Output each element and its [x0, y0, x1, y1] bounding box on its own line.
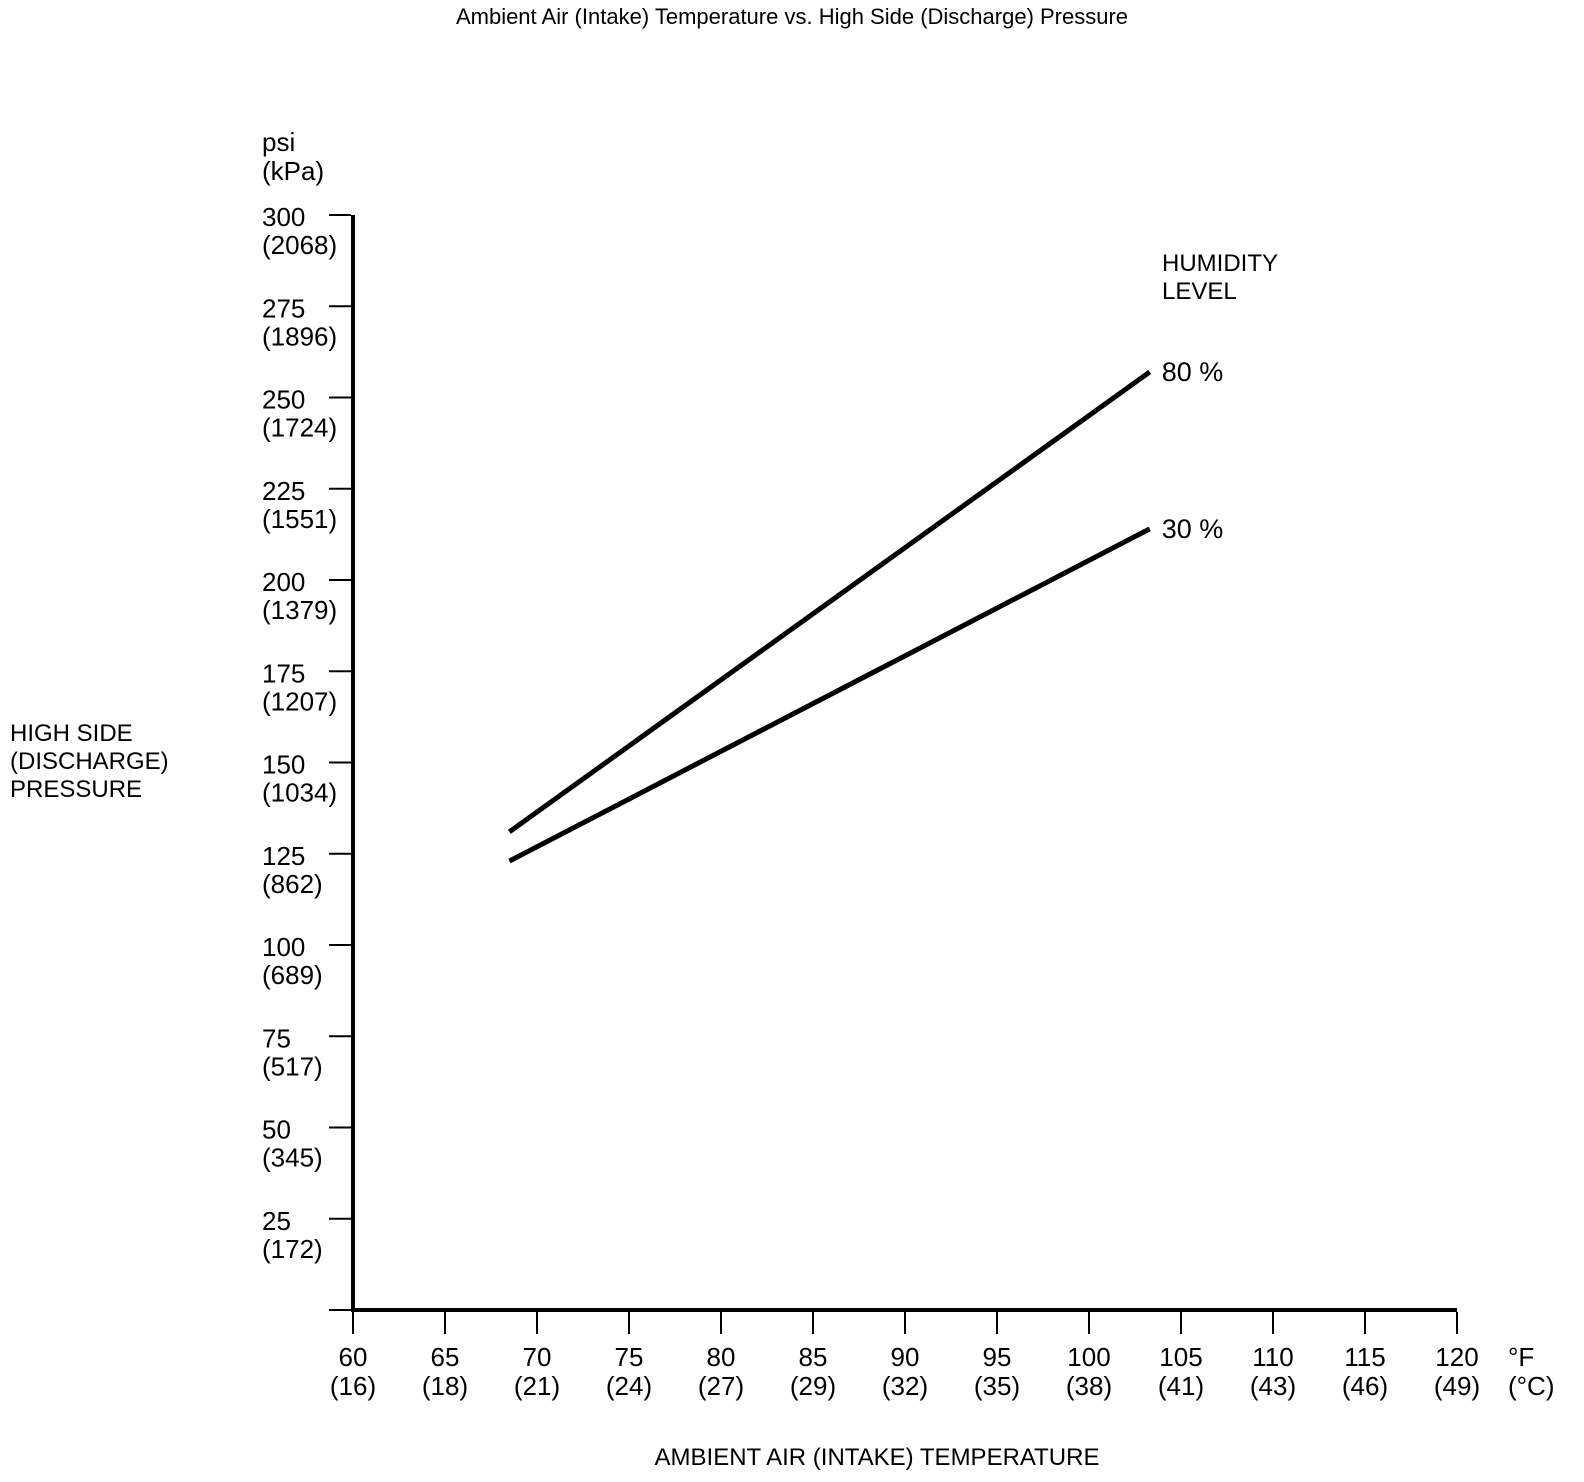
- y-axis-title: HIGH SIDE (DISCHARGE) PRESSURE: [10, 720, 169, 804]
- x-tick-label-f: 120: [1435, 1342, 1478, 1372]
- series-line-30: [508, 526, 1151, 864]
- y-tick-label-kpa: (2068): [262, 230, 337, 260]
- y-tick-label-psi: 200: [262, 567, 305, 597]
- y-axis-title-line3: PRESSURE: [10, 776, 143, 803]
- x-tick-label-f: 85: [799, 1342, 828, 1372]
- y-tick-label-psi: 300: [262, 202, 305, 232]
- x-tick-label-c: (24): [606, 1371, 652, 1401]
- x-tick-label-c: (16): [330, 1371, 376, 1401]
- y-axis-unit-kpa: (kPa): [262, 156, 325, 186]
- x-tick-label-f: 100: [1067, 1342, 1110, 1372]
- y-tick-label-kpa: (1034): [262, 778, 337, 808]
- y-axis-unit-label: psi (kPa): [262, 128, 324, 186]
- y-tick-label-psi: 50: [262, 1115, 291, 1145]
- x-tick-label-c: (41): [1158, 1371, 1204, 1401]
- y-tick-label-kpa: (1379): [262, 595, 337, 625]
- x-tick-label-f: 115: [1344, 1342, 1385, 1372]
- y-tick-label-psi: 100: [262, 932, 305, 962]
- x-axis-title: AMBIENT AIR (INTAKE) TEMPERATURE: [654, 1444, 1100, 1471]
- y-tick-label-psi: 75: [262, 1023, 291, 1053]
- legend-title: HUMIDITY LEVEL: [1162, 250, 1278, 306]
- y-tick-label-psi: 225: [262, 476, 305, 506]
- x-tick-label-f: 90: [891, 1342, 920, 1372]
- y-tick-label-kpa: (517): [262, 1051, 323, 1081]
- x-tick-label-f: 75: [615, 1342, 644, 1372]
- y-tick-label-psi: 150: [262, 750, 305, 780]
- x-tick-label-c: (27): [698, 1371, 744, 1401]
- x-tick-label-f: 80: [707, 1342, 736, 1372]
- x-tick-label-c: (21): [514, 1371, 560, 1401]
- y-tick-label-psi: 250: [262, 385, 305, 415]
- x-tick-label-f: 105: [1159, 1342, 1202, 1372]
- chart-title: Ambient Air (Intake) Temperature vs. Hig…: [455, 4, 1129, 29]
- x-tick-label-c: (49): [1434, 1371, 1480, 1401]
- x-tick-label-c: (18): [422, 1371, 468, 1401]
- y-tick-label-kpa: (1551): [262, 504, 337, 534]
- y-tick-label-psi: 275: [262, 293, 305, 323]
- y-tick-label-kpa: (345): [262, 1143, 323, 1173]
- y-tick-label-kpa: (1724): [262, 413, 337, 443]
- y-axis-unit-psi: psi: [262, 127, 296, 157]
- y-tick-label-psi: 25: [262, 1206, 291, 1236]
- x-tick-label-c: (29): [790, 1371, 836, 1401]
- x-tick-label-f: 60: [339, 1342, 368, 1372]
- y-axis-title-line2: (DISCHARGE): [10, 748, 169, 775]
- x-tick-label-c: (35): [974, 1371, 1020, 1401]
- x-tick-label-f: 70: [523, 1342, 552, 1372]
- y-tick-label-kpa: (689): [262, 960, 323, 990]
- series-line-80: [507, 369, 1152, 834]
- x-tick-label-c: (32): [882, 1371, 928, 1401]
- y-tick-label-kpa: (172): [262, 1234, 323, 1264]
- x-axis-unit-f: °F: [1508, 1342, 1534, 1372]
- y-axis-title-line1: HIGH SIDE: [10, 720, 133, 747]
- y-tick-label-kpa: (1896): [262, 321, 337, 351]
- series-label-30: 30 %: [1162, 514, 1224, 544]
- y-tick-label-psi: 125: [262, 841, 305, 871]
- series-label-80: 80 %: [1162, 357, 1224, 387]
- y-tick-label-psi: 175: [262, 658, 305, 688]
- x-tick-label-f: 65: [431, 1342, 460, 1372]
- y-tick-label-kpa: (862): [262, 869, 323, 899]
- legend-title-line1: HUMIDITY: [1162, 250, 1278, 277]
- x-tick-label-c: (43): [1250, 1371, 1296, 1401]
- y-tick-label-kpa: (1207): [262, 686, 337, 716]
- x-axis-unit-c: (°C): [1508, 1371, 1555, 1401]
- x-tick-label-c: (46): [1342, 1371, 1388, 1401]
- legend-title-line2: LEVEL: [1162, 278, 1237, 305]
- x-tick-label-c: (38): [1066, 1371, 1112, 1401]
- x-tick-label-f: 110: [1252, 1342, 1293, 1372]
- x-tick-label-f: 95: [983, 1342, 1012, 1372]
